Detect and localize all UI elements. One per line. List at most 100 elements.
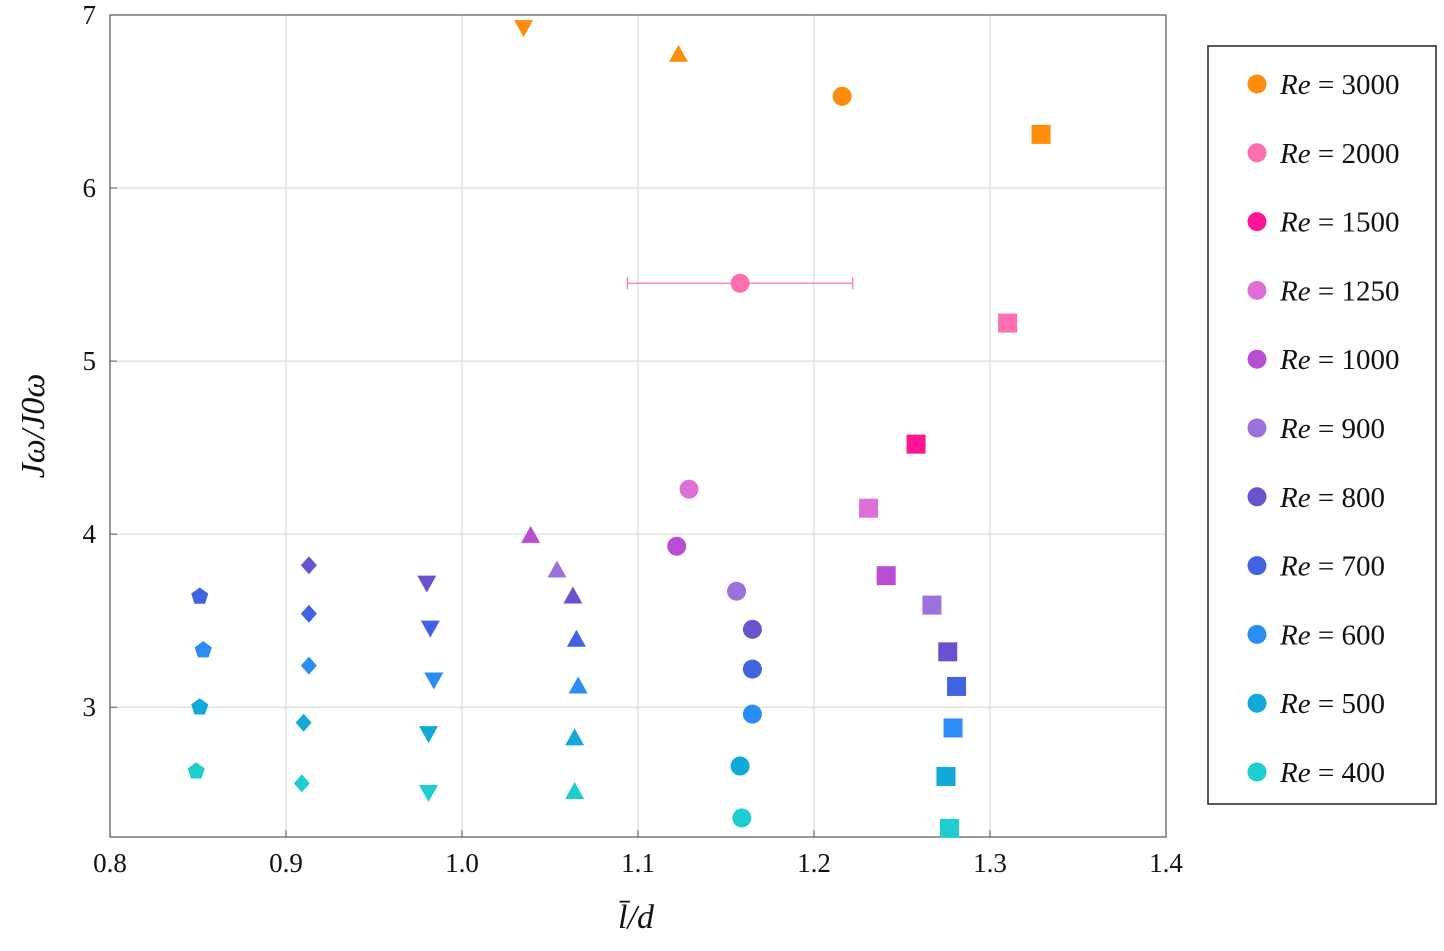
legend-entry: Re = 1500 bbox=[1247, 207, 1399, 239]
legend-marker bbox=[1247, 418, 1267, 438]
data-point-square bbox=[906, 434, 926, 454]
legend-entry: Re = 3000 bbox=[1247, 69, 1399, 101]
y-tick-label: 5 bbox=[83, 346, 97, 376]
legend-label: Re = 1500 bbox=[1279, 207, 1399, 239]
data-point-pentagon bbox=[191, 698, 209, 715]
legend-marker bbox=[1247, 280, 1267, 300]
grid bbox=[110, 15, 1166, 837]
data-point-square bbox=[998, 313, 1018, 333]
legend-label: Re = 900 bbox=[1279, 413, 1385, 445]
data-point-diamond bbox=[300, 604, 317, 623]
y-tick-label: 3 bbox=[83, 692, 97, 722]
legend-label-value: = 600 bbox=[1311, 619, 1385, 651]
legend-label-value: = 2000 bbox=[1311, 138, 1400, 170]
legend-label-symbol: Re bbox=[1279, 344, 1311, 376]
data-point-triangle-up bbox=[566, 629, 586, 647]
data-point-triangle-down bbox=[424, 672, 444, 690]
legend-entry: Re = 700 bbox=[1247, 551, 1385, 583]
legend-label-symbol: Re bbox=[1279, 551, 1311, 583]
y-axis-title: Jω/J0ω bbox=[15, 374, 52, 479]
data-point-square bbox=[943, 718, 963, 738]
legend-label-value: = 1500 bbox=[1311, 207, 1400, 239]
legend-marker bbox=[1247, 762, 1267, 782]
y-axis-title-text: Jω/J0ω bbox=[15, 374, 52, 479]
legend-label-symbol: Re bbox=[1279, 69, 1311, 101]
legend-marker bbox=[1247, 556, 1267, 576]
data-point-triangle-up bbox=[565, 728, 585, 746]
x-axis-title: l̄/d bbox=[618, 899, 655, 936]
legend-label-symbol: Re bbox=[1279, 482, 1311, 514]
x-tick-label: 1.2 bbox=[797, 848, 831, 878]
x-tick-label: 1.1 bbox=[621, 848, 655, 878]
legend-label: Re = 600 bbox=[1279, 619, 1385, 651]
legend-label-value: = 1250 bbox=[1311, 275, 1400, 307]
legend-marker bbox=[1247, 487, 1267, 507]
axis-ticks: 0.8 0.9 1.0 1.1 1.2 1.3 1.4 3 4 5 6 7 bbox=[83, 0, 1184, 878]
data-point-triangle-down bbox=[514, 20, 534, 38]
data-point-diamond bbox=[295, 713, 312, 732]
y-tick-label: 7 bbox=[83, 0, 97, 30]
data-point-triangle-down bbox=[419, 726, 439, 744]
data-point-square bbox=[936, 766, 956, 786]
data-point-circle bbox=[732, 808, 752, 828]
data-point-circle bbox=[730, 273, 750, 293]
data-point-circle bbox=[742, 619, 762, 639]
data-point-triangle-down bbox=[420, 620, 440, 638]
data-point-triangle-down bbox=[417, 575, 437, 593]
data-point-triangle-up bbox=[563, 586, 583, 604]
legend-label-symbol: Re bbox=[1279, 207, 1311, 239]
data-point-circle bbox=[832, 86, 852, 106]
data-point-circle bbox=[667, 536, 687, 556]
data-point-circle bbox=[679, 479, 699, 499]
x-tick-label: 0.9 bbox=[269, 848, 303, 878]
y-tick-label: 6 bbox=[83, 173, 97, 203]
legend-box bbox=[1207, 45, 1437, 805]
legend-label-symbol: Re bbox=[1279, 413, 1311, 445]
data-point-triangle-up bbox=[521, 525, 541, 543]
legend-label-value: = 400 bbox=[1311, 757, 1385, 789]
data-point-diamond bbox=[293, 774, 310, 793]
data-point-circle bbox=[727, 581, 747, 601]
data-point-triangle-up bbox=[568, 676, 588, 694]
legend-label: Re = 700 bbox=[1279, 551, 1385, 583]
data-markers bbox=[187, 20, 1051, 838]
x-tick-label: 0.8 bbox=[93, 848, 127, 878]
y-tick-label: 4 bbox=[83, 519, 97, 549]
data-point-square bbox=[859, 498, 879, 518]
data-point-circle bbox=[742, 659, 762, 679]
data-point-triangle-up bbox=[668, 44, 688, 62]
data-point-pentagon bbox=[191, 587, 209, 604]
legend-marker bbox=[1247, 143, 1267, 163]
legend-label-symbol: Re bbox=[1279, 619, 1311, 651]
legend-label-value: = 800 bbox=[1311, 482, 1385, 514]
data-point-pentagon bbox=[194, 641, 212, 658]
legend-entry: Re = 800 bbox=[1247, 482, 1385, 514]
legend-label-value: = 700 bbox=[1311, 551, 1385, 583]
legend-label: Re = 800 bbox=[1279, 482, 1385, 514]
data-point-diamond bbox=[300, 656, 317, 675]
legend-label: Re = 3000 bbox=[1279, 69, 1399, 101]
legend-label: Re = 400 bbox=[1279, 757, 1385, 789]
legend-entry: Re = 2000 bbox=[1247, 138, 1399, 170]
data-point-square bbox=[947, 676, 967, 696]
data-point-square bbox=[940, 818, 960, 838]
data-point-square bbox=[938, 642, 958, 662]
data-point-pentagon bbox=[187, 762, 205, 779]
data-point-square bbox=[922, 595, 942, 615]
legend-label-symbol: Re bbox=[1279, 138, 1311, 170]
legend-entry: Re = 1250 bbox=[1247, 275, 1399, 307]
data-point-circle bbox=[742, 704, 762, 724]
legend-marker bbox=[1247, 74, 1267, 94]
legend-label-symbol: Re bbox=[1279, 275, 1311, 307]
legend-label: Re = 2000 bbox=[1279, 138, 1399, 170]
legend-label-symbol: Re bbox=[1279, 757, 1311, 789]
legend-entry: Re = 900 bbox=[1247, 413, 1385, 445]
legend-label-value: = 900 bbox=[1311, 413, 1385, 445]
x-tick-label: 1.0 bbox=[445, 848, 479, 878]
data-point-square bbox=[876, 566, 896, 586]
data-point-triangle-up bbox=[565, 782, 585, 800]
legend-label-symbol: Re bbox=[1279, 688, 1311, 720]
legend-label: Re = 1250 bbox=[1279, 275, 1399, 307]
